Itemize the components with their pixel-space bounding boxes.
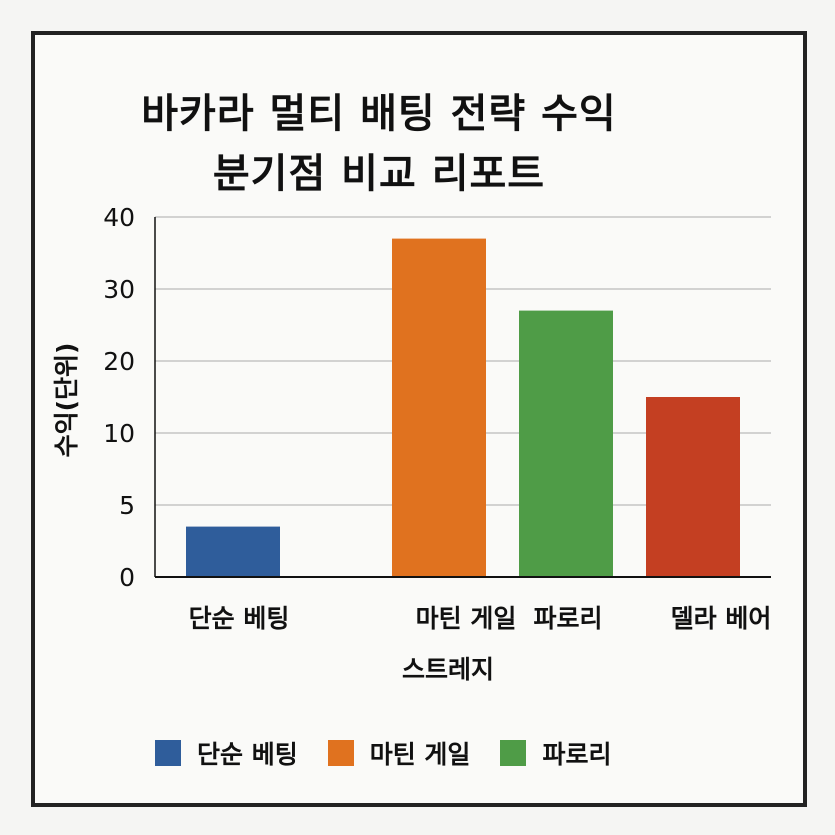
legend-swatch [327,740,354,766]
legend-label: 단순 베팅 [197,740,298,769]
y-tick-label: 20 [103,347,135,376]
bar-chart: 0 5 10 20 30 40 단순 베팅 마틴 게일 파로리 델라 베어 수익(단위) 스트레… [52,203,772,684]
bar [519,310,613,577]
x-category-label: 단순 베팅 [189,604,290,633]
y-tick-label: 30 [103,275,135,304]
chart-frame: 바카라 멀티 배팅 전략 수익 분기점 비교 리포트 0 5 10 20 30 40 단순… [31,31,807,807]
x-category-label: 델라 베어 [671,604,772,633]
legend: 단순 베팅 마틴 게일 파로리 [155,735,641,771]
legend-label: 마틴 게일 [369,740,471,769]
legend-item: 단순 베팅 [155,735,298,771]
x-category-label: 파로리 [533,604,602,633]
bar [646,397,740,577]
legend-item: 파로리 [500,735,611,771]
legend-item: 마틴 게일 [327,735,471,771]
y-tick-label: 10 [103,419,135,448]
chart-title-line-1: 바카라 멀티 배팅 전략 수익 [141,91,617,137]
x-axis-title: 스트레지 [402,655,494,684]
chart-title-line-2: 분기점 비교 리포트 [212,151,546,197]
legend-swatch [500,740,527,766]
y-tick-label: 40 [103,203,135,232]
legend-swatch [155,740,181,766]
legend-label: 파로리 [542,740,612,769]
x-category-label: 마틴 게일 [416,604,517,633]
bar [186,526,280,577]
bar [392,238,486,577]
y-axis-title: 수익(단위) [52,343,81,458]
y-tick-label: 5 [119,491,135,520]
y-tick-label: 0 [119,563,135,592]
